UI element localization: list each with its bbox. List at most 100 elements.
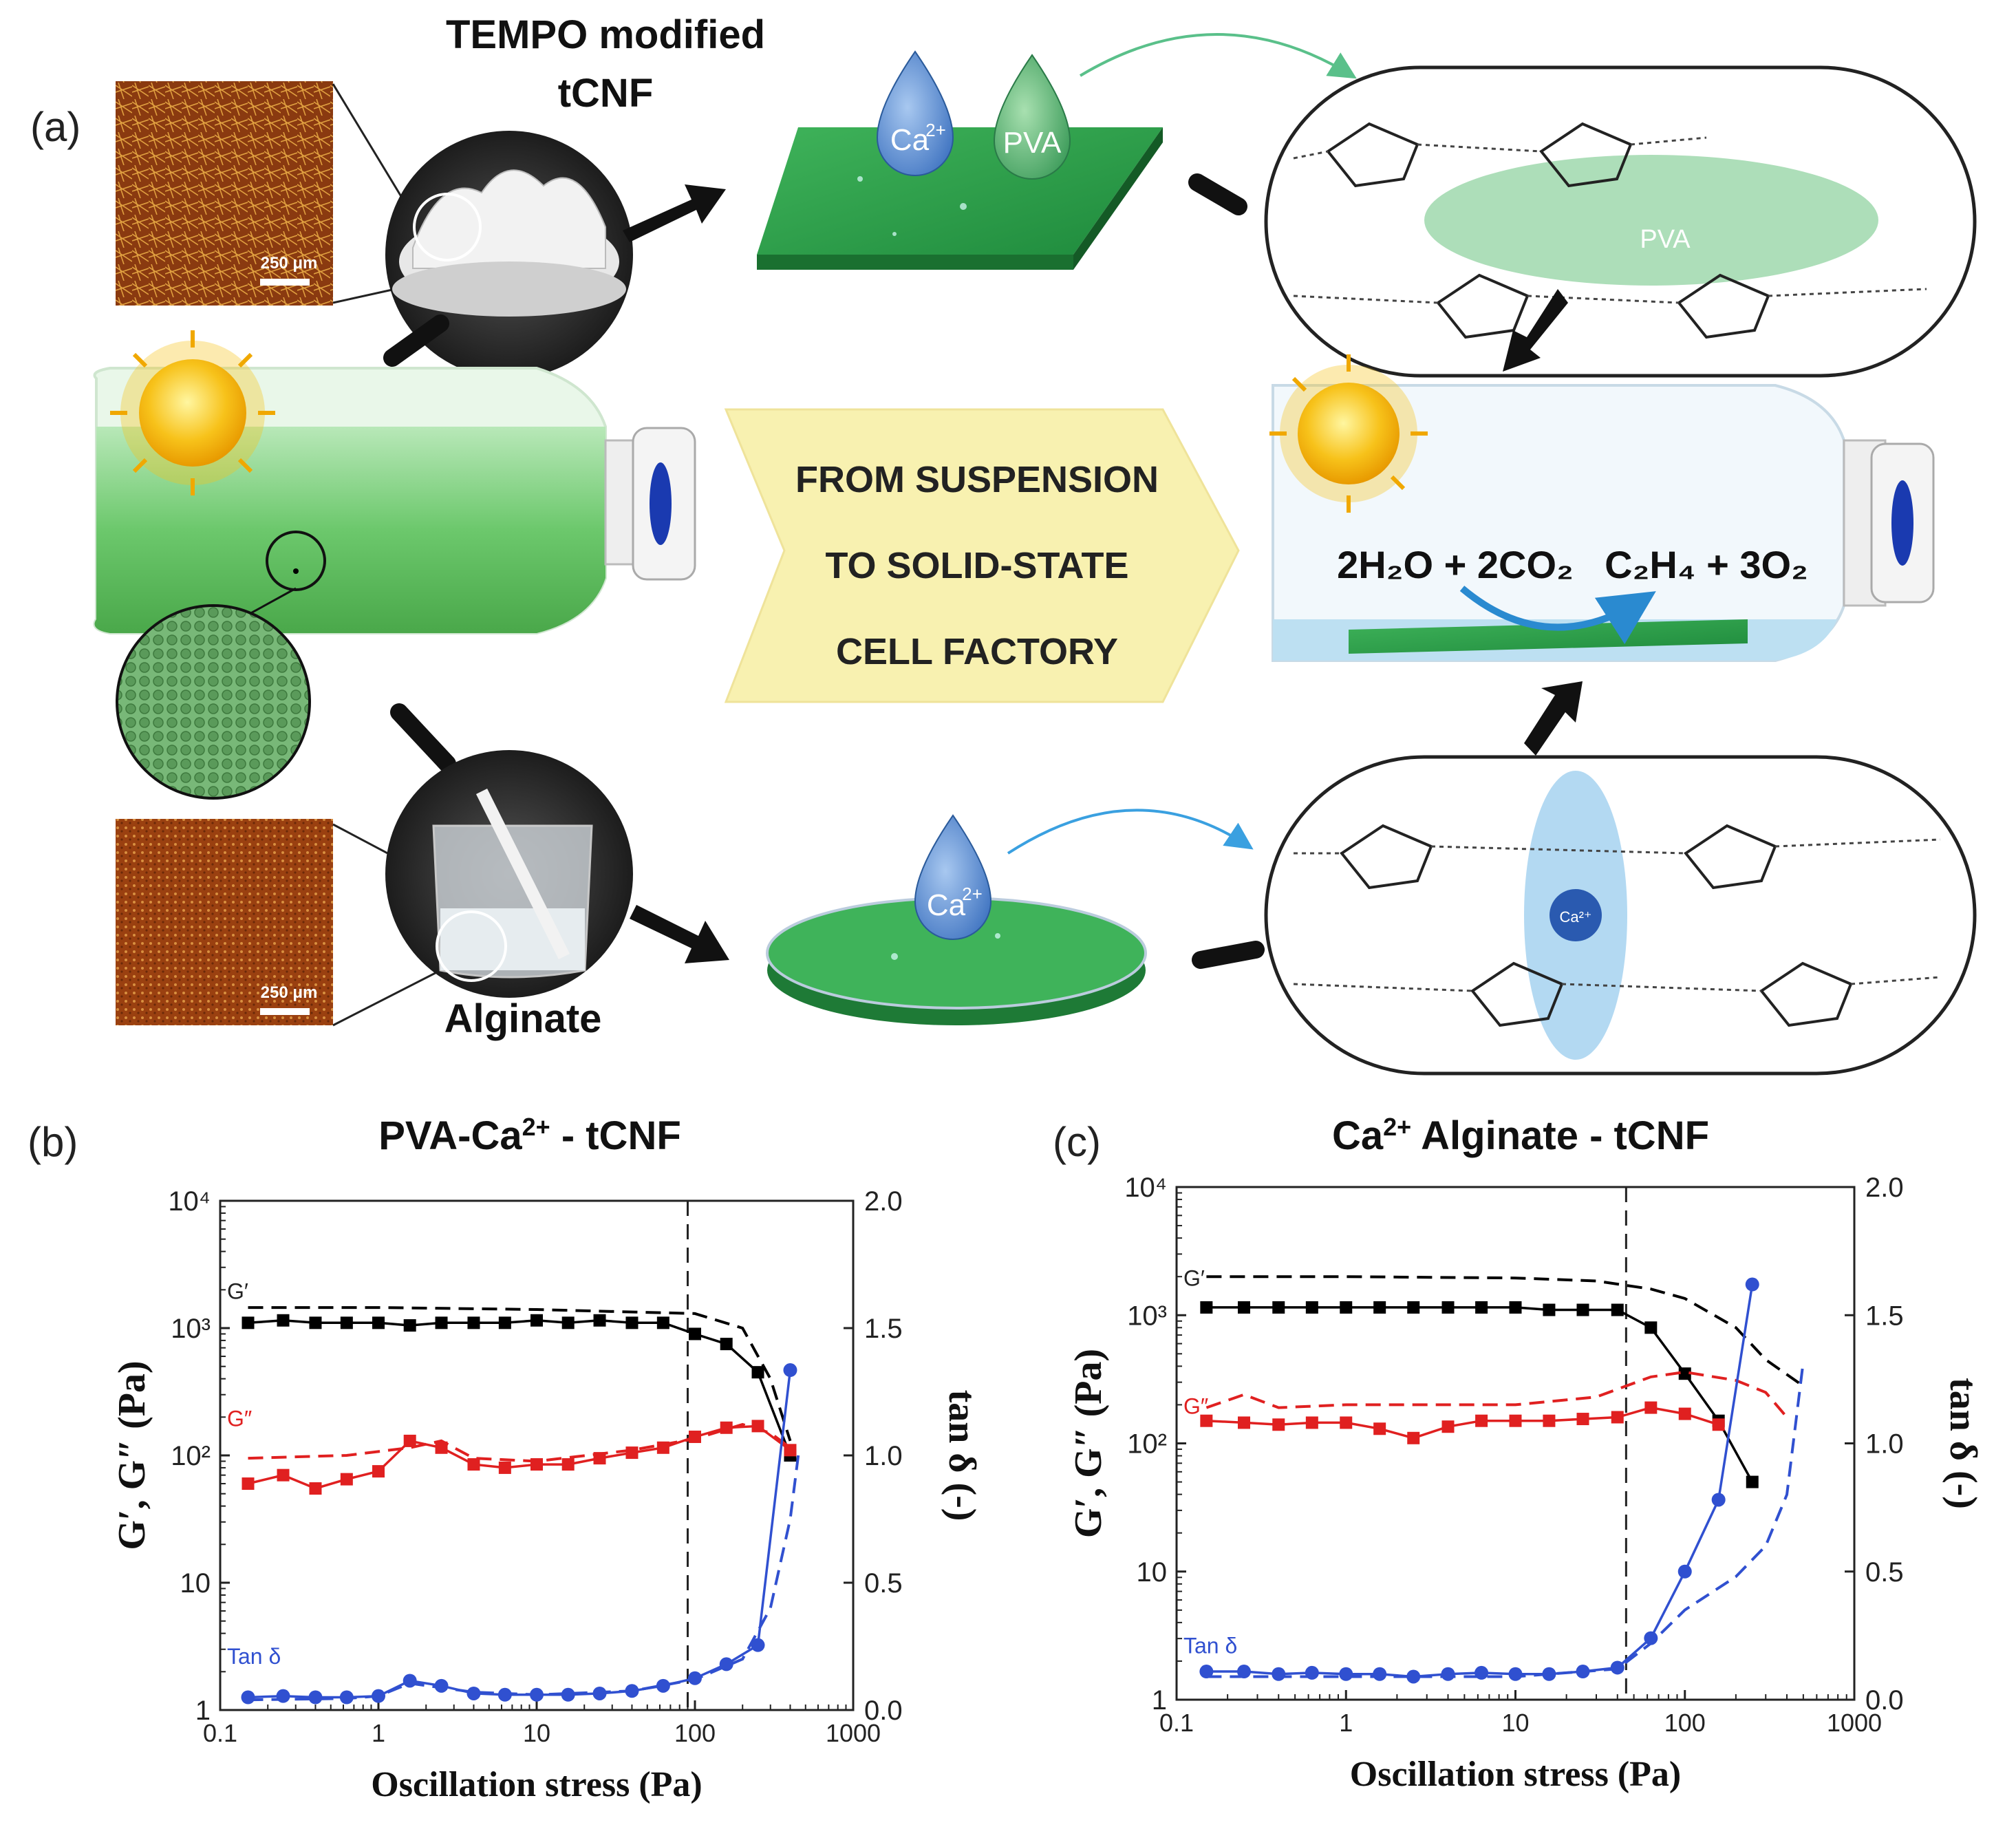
series-point-2 xyxy=(435,1441,448,1454)
series-point-2 xyxy=(1441,1420,1455,1433)
tcnf-title-line2: tCNF xyxy=(558,71,654,116)
x-tick-label: 10 xyxy=(523,1719,550,1747)
y-axis-label: G′, G″ (Pa) xyxy=(111,1360,153,1550)
series-point-4 xyxy=(467,1686,481,1700)
series-point-4 xyxy=(1677,1564,1692,1579)
y2-tick-label: 1.5 xyxy=(864,1314,903,1344)
series-point-4 xyxy=(308,1690,323,1705)
y2-axis-label: tan δ (-) xyxy=(941,1390,983,1521)
series-label: Tan δ xyxy=(227,1644,281,1669)
series-point-0 xyxy=(1272,1301,1285,1314)
series-line-3 xyxy=(248,1422,791,1463)
arrow-tcnf-to-slab xyxy=(623,184,726,242)
x-tick-label: 1000 xyxy=(826,1719,881,1747)
y-tick-label: 1 xyxy=(1152,1685,1167,1716)
series-point-0 xyxy=(1373,1301,1386,1314)
series-point-4 xyxy=(1236,1665,1251,1679)
series-point-0 xyxy=(1475,1301,1488,1314)
y2-tick-label: 2.0 xyxy=(864,1186,903,1217)
panel-c: (c) Ca2+ Alginate - tCNF 0.1 1 10 100 100011… xyxy=(1053,1113,1984,1795)
afm-image-top: 250 μm xyxy=(116,81,333,306)
series-point-2 xyxy=(340,1473,353,1486)
series-point-4 xyxy=(403,1674,417,1688)
reaction-left: 2H₂O + 2CO₂ xyxy=(1337,543,1574,586)
series-point-0 xyxy=(561,1316,575,1329)
series-point-2 xyxy=(372,1465,385,1478)
series-point-0 xyxy=(751,1366,764,1379)
series-point-4 xyxy=(276,1689,290,1703)
series-point-2 xyxy=(1611,1411,1624,1424)
x-axis-label: Oscillation stress (Pa) xyxy=(371,1765,702,1804)
series-point-0 xyxy=(1543,1303,1556,1316)
arrow-alginate-to-dish xyxy=(630,905,729,963)
reaction-right: C₂H₄ + 3O₂ xyxy=(1605,543,1808,586)
pva-slab xyxy=(757,127,1163,270)
y-tick-label: 10 xyxy=(180,1568,211,1599)
series-point-0 xyxy=(1746,1475,1759,1488)
y-tick-label: 10² xyxy=(1127,1429,1167,1460)
panel-b-title: PVA-Ca2+ - tCNF xyxy=(378,1113,681,1159)
series-point-2 xyxy=(1373,1422,1386,1435)
series-point-4 xyxy=(1199,1665,1214,1679)
series-label: Tan δ xyxy=(1183,1634,1237,1658)
series-point-0 xyxy=(1200,1301,1213,1314)
scale-bar-label-bottom: 250 μm xyxy=(261,983,318,1002)
series-point-0 xyxy=(467,1316,480,1329)
series-point-0 xyxy=(530,1314,543,1327)
x-tick-label: 0.1 xyxy=(203,1719,237,1747)
series-point-2 xyxy=(784,1444,797,1457)
x-tick-label: 100 xyxy=(1664,1709,1706,1737)
series-point-2 xyxy=(498,1461,511,1474)
series-point-2 xyxy=(1237,1416,1250,1429)
series-point-0 xyxy=(1441,1301,1455,1314)
banner-line-3: CELL FACTORY xyxy=(836,631,1118,672)
series-line-1 xyxy=(248,1306,792,1442)
series-point-0 xyxy=(625,1316,639,1329)
series-point-4 xyxy=(1441,1667,1455,1681)
y-axis-label: G′, G″ (Pa) xyxy=(1067,1349,1110,1538)
y-tick-label: 10⁴ xyxy=(1124,1173,1167,1203)
series-point-4 xyxy=(1542,1667,1556,1681)
series-point-4 xyxy=(751,1638,765,1652)
series-point-2 xyxy=(1576,1413,1589,1426)
series-point-2 xyxy=(467,1458,480,1471)
alginate-crosslink-capsule: Ca²⁺ xyxy=(1264,755,1977,1076)
alginate-photo xyxy=(385,750,633,998)
series-point-0 xyxy=(1407,1301,1420,1314)
y-tick-label: 10³ xyxy=(171,1314,211,1344)
series-point-2 xyxy=(277,1468,290,1482)
series-point-2 xyxy=(1509,1414,1522,1427)
series-label: G″ xyxy=(1183,1394,1208,1419)
chart-pva-ca-tcnf: 0.1 1 10 100 100011010²10³10⁴0.00.51.01.52.0… xyxy=(111,1186,983,1804)
series-point-4 xyxy=(1711,1493,1726,1507)
panel-c-label: (c) xyxy=(1053,1119,1101,1165)
series-point-4 xyxy=(1745,1277,1759,1292)
series-point-2 xyxy=(1305,1416,1318,1429)
series-point-2 xyxy=(1340,1416,1353,1429)
curved-arrow-bottom xyxy=(1007,809,1254,855)
series-point-0 xyxy=(593,1314,606,1327)
pva-drop-text: PVA xyxy=(1003,126,1062,160)
series-point-4 xyxy=(1406,1669,1421,1684)
series-label: G″ xyxy=(227,1406,252,1431)
arrow-bottom-capsule-to-bottle xyxy=(1524,681,1583,756)
alginate-dish xyxy=(766,897,1147,1025)
series-point-0 xyxy=(1644,1321,1658,1334)
series-point-0 xyxy=(1678,1367,1691,1380)
scale-bar-label-top: 250 μm xyxy=(261,254,318,273)
series-point-0 xyxy=(689,1327,701,1340)
banner-line-1: FROM SUSPENSION xyxy=(795,459,1159,500)
ca-drop-bottom-text: Ca xyxy=(927,888,966,922)
series-point-2 xyxy=(561,1458,575,1471)
series-line-5 xyxy=(248,1455,800,1702)
series-point-2 xyxy=(1712,1418,1725,1431)
chart-ca-alginate-tcnf: 0.1 1 10 100 100011010²10³10⁴0.00.51.01.52.0… xyxy=(1067,1173,1984,1794)
series-point-2 xyxy=(1475,1414,1488,1427)
series-point-0 xyxy=(340,1316,353,1329)
series-line-0 xyxy=(1206,1306,1754,1483)
afm-image-bottom: 250 μm xyxy=(116,819,333,1025)
arrow-capsule-to-bottle xyxy=(1503,289,1568,372)
series-point-0 xyxy=(656,1316,669,1329)
pva-label-capsule: PVA xyxy=(1640,225,1691,254)
